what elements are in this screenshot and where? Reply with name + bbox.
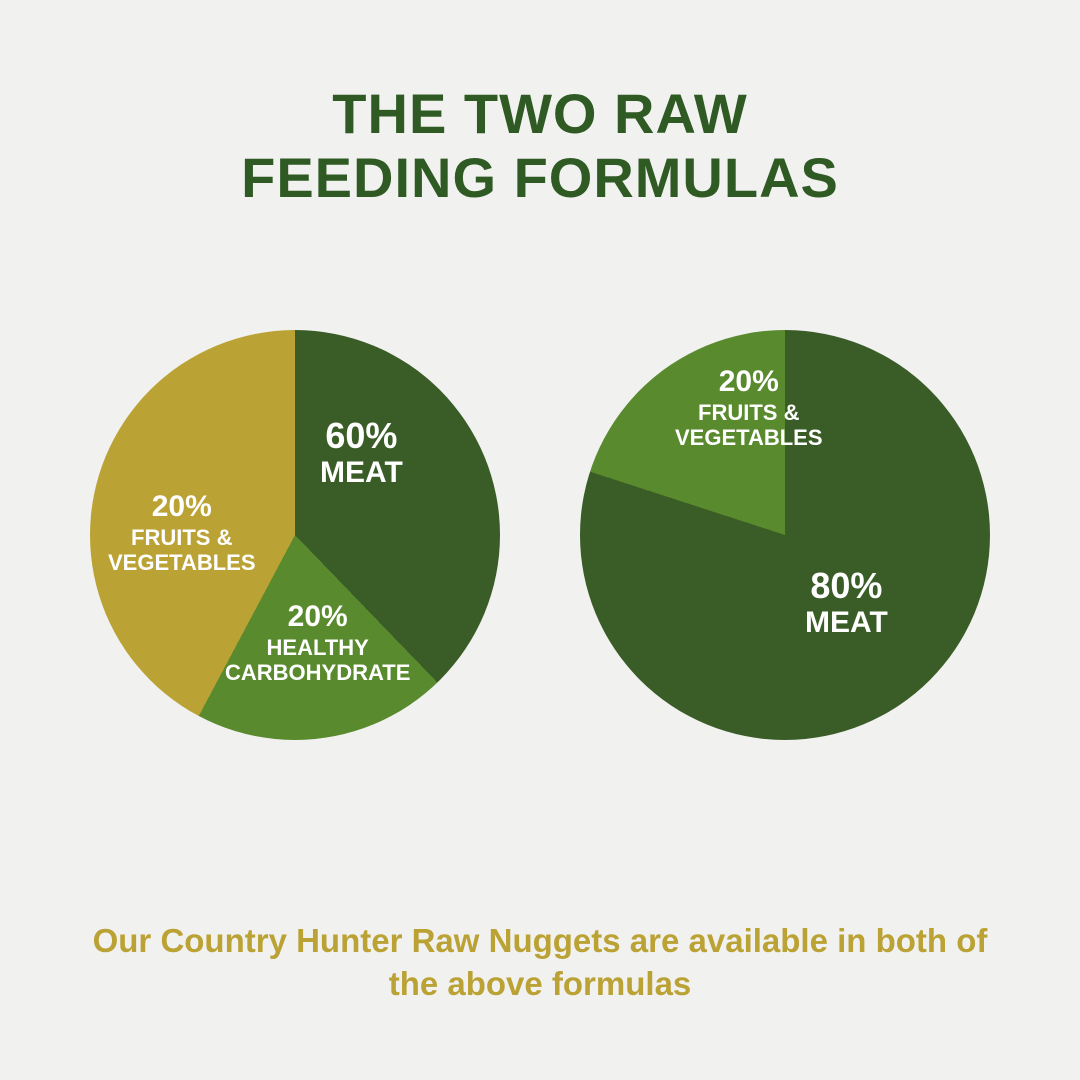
pie-chart-left: 60%MEAT20%HEALTHYCARBOHYDRATE20%FRUITS &… [90, 330, 500, 740]
slice-name: FRUITS &VEGETABLES [108, 525, 256, 576]
slice-label: 20%HEALTHYCARBOHYDRATE [225, 600, 410, 685]
slice-label: 20%FRUITS &VEGETABLES [675, 365, 823, 450]
title-line2: FEEDING FORMULAS [241, 146, 839, 209]
title-line1: THE TWO RAW [332, 82, 747, 145]
slice-percent: 20% [225, 600, 410, 635]
slice-label: 80%MEAT [805, 565, 888, 641]
slice-name: MEAT [805, 606, 888, 641]
slice-percent: 20% [675, 365, 823, 400]
slice-name: HEALTHYCARBOHYDRATE [225, 635, 410, 686]
slice-name: FRUITS &VEGETABLES [675, 400, 823, 451]
slice-percent: 60% [320, 415, 403, 456]
pie-chart-right: 80%MEAT 20%FRUITS &VEGETABLES [580, 330, 990, 740]
footer-text: Our Country Hunter Raw Nuggets are avail… [0, 920, 1080, 1006]
charts-container: 60%MEAT20%HEALTHYCARBOHYDRATE20%FRUITS &… [0, 330, 1080, 740]
slice-label: 60%MEAT [320, 415, 403, 491]
slice-percent: 20% [108, 490, 256, 525]
slice-name: MEAT [320, 456, 403, 491]
page-title: THE TWO RAW FEEDING FORMULAS [0, 82, 1080, 211]
slice-percent: 80% [805, 565, 888, 606]
slice-label: 20%FRUITS &VEGETABLES [108, 490, 256, 575]
